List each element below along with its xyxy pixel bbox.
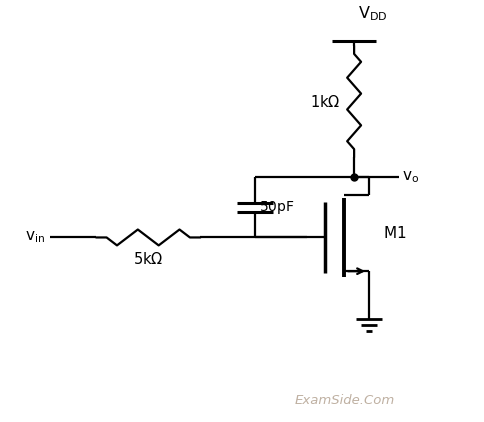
- Text: $50\mathrm{pF}$: $50\mathrm{pF}$: [258, 199, 294, 216]
- Text: $1\mathrm{k}\Omega$: $1\mathrm{k}\Omega$: [309, 94, 340, 110]
- Text: $\mathrm{M1}$: $\mathrm{M1}$: [382, 225, 406, 241]
- Text: ExamSide.Com: ExamSide.Com: [294, 394, 394, 407]
- Text: $\mathrm{v_o}$: $\mathrm{v_o}$: [401, 169, 418, 185]
- Text: $\mathrm{V_{DD}}$: $\mathrm{V_{DD}}$: [357, 5, 387, 23]
- Text: $\mathrm{v_{in}}$: $\mathrm{v_{in}}$: [25, 230, 45, 245]
- Text: $5\mathrm{k}\Omega$: $5\mathrm{k}\Omega$: [133, 252, 163, 268]
